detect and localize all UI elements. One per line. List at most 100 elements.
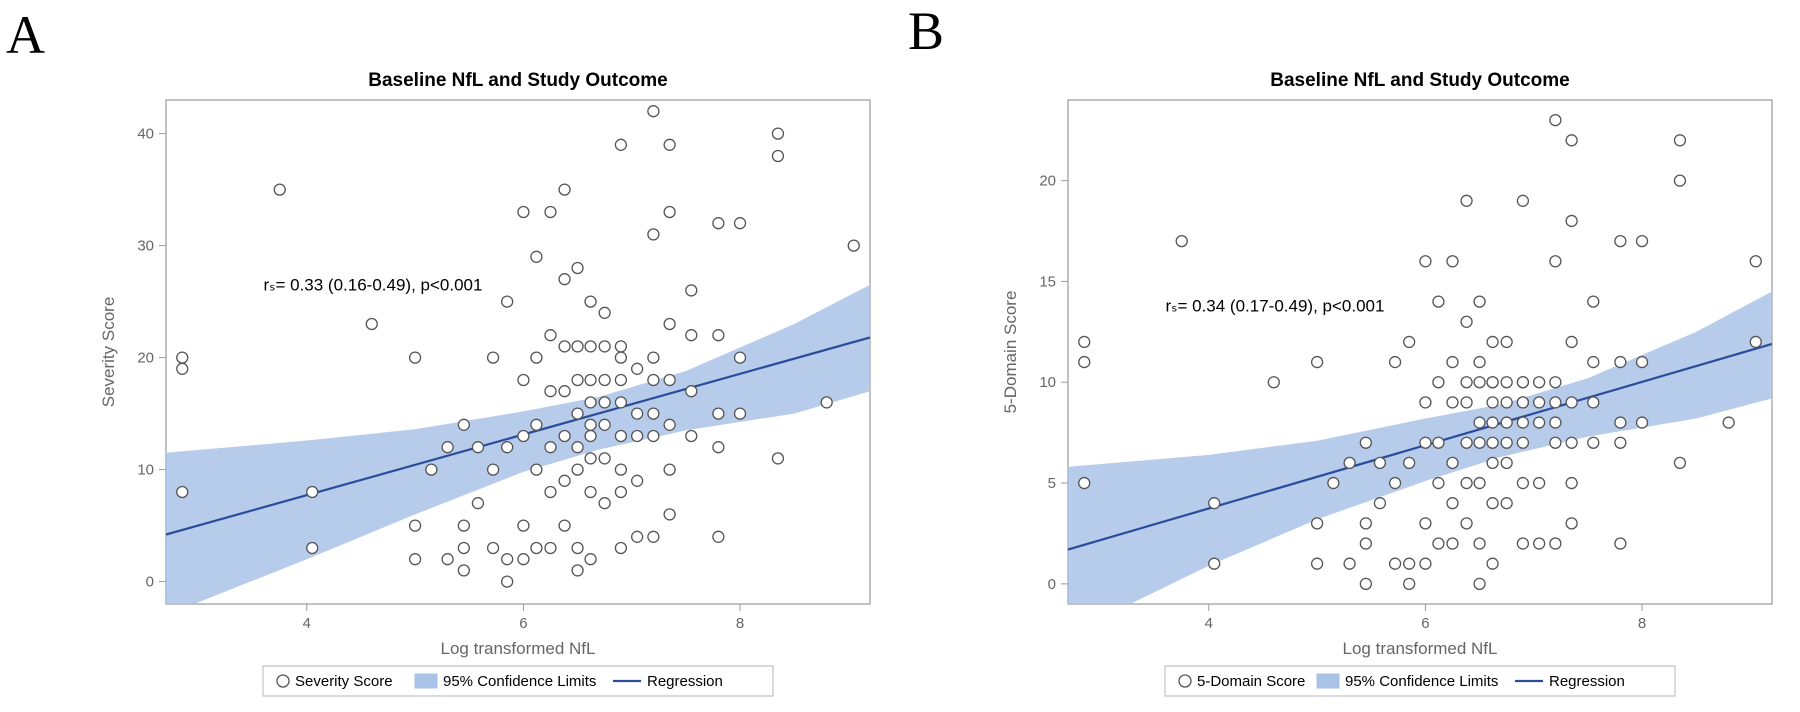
data-point	[713, 218, 724, 229]
data-point	[1534, 478, 1545, 489]
chart-b-annotation: rₛ= 0.34 (0.17-0.49), p<0.001	[1165, 297, 1384, 316]
chart-b-xtick: 8	[1638, 615, 1646, 632]
data-point	[531, 251, 542, 262]
data-point	[572, 543, 583, 554]
data-point	[648, 106, 659, 117]
data-point	[1501, 457, 1512, 468]
data-point	[615, 543, 626, 554]
data-point	[531, 352, 542, 363]
data-point	[502, 576, 513, 587]
data-point	[585, 296, 596, 307]
data-point	[615, 139, 626, 150]
data-point	[1534, 538, 1545, 549]
data-point	[1433, 538, 1444, 549]
data-point	[686, 285, 697, 296]
data-point	[1420, 397, 1431, 408]
legend-marker-rect	[415, 674, 437, 688]
data-point	[1550, 397, 1561, 408]
data-point	[664, 139, 675, 150]
data-point	[1404, 336, 1415, 347]
data-point	[664, 319, 675, 330]
data-point	[1566, 336, 1577, 347]
data-point	[585, 397, 596, 408]
chart-b-title: Baseline NfL and Study Outcome	[1270, 70, 1569, 91]
data-point	[545, 330, 556, 341]
data-point	[572, 565, 583, 576]
data-point	[1474, 417, 1485, 428]
data-point	[518, 207, 529, 218]
data-point	[713, 330, 724, 341]
data-point	[545, 543, 556, 554]
legend-label: Regression	[647, 673, 723, 690]
data-point	[1534, 377, 1545, 388]
data-point	[686, 386, 697, 397]
data-point	[1487, 336, 1498, 347]
data-point	[458, 419, 469, 430]
data-point	[1390, 478, 1401, 489]
chart-b-xtick: 6	[1421, 615, 1429, 632]
data-point	[531, 543, 542, 554]
chart-a: Baseline NfL and Study Outcome4680102030…	[88, 60, 888, 700]
data-point	[410, 352, 421, 363]
chart-b-svg: Baseline NfL and Study Outcome4680510152…	[990, 60, 1790, 700]
data-point	[518, 375, 529, 386]
data-point	[559, 475, 570, 486]
data-point	[1487, 457, 1498, 468]
data-point	[1268, 377, 1279, 388]
data-point	[599, 397, 610, 408]
data-point	[1550, 256, 1561, 267]
data-point	[664, 375, 675, 386]
data-point	[735, 352, 746, 363]
data-point	[848, 240, 859, 251]
data-point	[1433, 437, 1444, 448]
data-point	[472, 442, 483, 453]
data-point	[1360, 578, 1371, 589]
data-point	[821, 397, 832, 408]
data-point	[1209, 558, 1220, 569]
data-point	[585, 453, 596, 464]
data-point	[772, 128, 783, 139]
data-point	[1374, 498, 1385, 509]
data-point	[1615, 417, 1626, 428]
data-point	[1447, 457, 1458, 468]
data-point	[177, 487, 188, 498]
data-point	[1588, 296, 1599, 307]
data-point	[585, 431, 596, 442]
data-point	[518, 431, 529, 442]
data-point	[1312, 558, 1323, 569]
data-point	[632, 363, 643, 374]
data-point	[1750, 256, 1761, 267]
data-point	[559, 386, 570, 397]
data-point	[632, 475, 643, 486]
chart-b-xlabel: Log transformed NfL	[1343, 639, 1498, 658]
data-point	[545, 207, 556, 218]
data-point	[488, 352, 499, 363]
data-point	[1420, 437, 1431, 448]
data-point	[1501, 336, 1512, 347]
chart-b-ylabel: 5-Domain Score	[1001, 291, 1020, 414]
data-point	[1615, 357, 1626, 368]
chart-a-ytick: 20	[137, 350, 154, 367]
data-point	[488, 543, 499, 554]
data-point	[1487, 498, 1498, 509]
data-point	[1433, 296, 1444, 307]
data-point	[1517, 478, 1528, 489]
chart-b: Baseline NfL and Study Outcome4680510152…	[990, 60, 1790, 700]
data-point	[1588, 397, 1599, 408]
legend-marker-circle	[1179, 675, 1191, 687]
data-point	[572, 375, 583, 386]
data-point	[518, 554, 529, 565]
data-point	[1637, 236, 1648, 247]
data-point	[1487, 558, 1498, 569]
chart-b-ytick: 20	[1039, 173, 1056, 190]
data-point	[426, 464, 437, 475]
data-point	[488, 464, 499, 475]
data-point	[1461, 316, 1472, 327]
chart-b-regression-line	[1068, 344, 1772, 550]
data-point	[713, 408, 724, 419]
data-point	[1550, 538, 1561, 549]
data-point	[1420, 518, 1431, 529]
legend-label: 95% Confidence Limits	[443, 673, 596, 690]
data-point	[1461, 397, 1472, 408]
data-point	[559, 431, 570, 442]
